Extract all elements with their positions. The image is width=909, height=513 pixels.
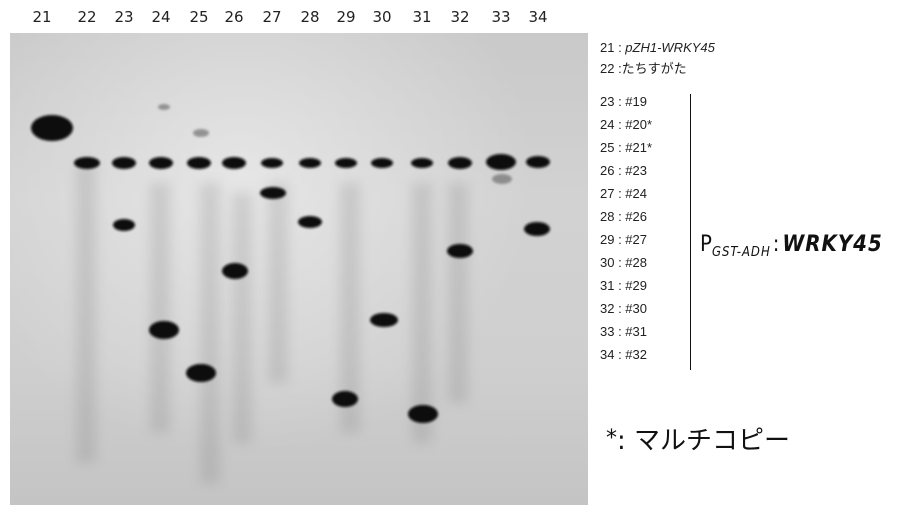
lane-smear xyxy=(150,183,170,433)
band-lane-30 xyxy=(370,313,398,327)
lane-number-26: 26 xyxy=(224,8,244,26)
lane-legend: 21 : pZH1-WRKY45 22 :たちすがた 23 : #19 24 : … xyxy=(600,36,900,376)
blot-bands xyxy=(31,104,550,483)
band-lane-26 xyxy=(222,263,248,279)
band-lane-25-top xyxy=(187,157,211,169)
lane-number-25: 25 xyxy=(189,8,209,26)
legend-entry: 24 : #20* xyxy=(600,117,653,132)
band-lane-26-top xyxy=(222,157,246,169)
legend-entry-22: 22 :たちすがた xyxy=(600,61,687,76)
legend-entry-21: 21 : pZH1-WRKY45 xyxy=(600,40,715,55)
legend-entry: 30 : #28 xyxy=(600,255,647,270)
lane-smear xyxy=(340,183,360,433)
band-lane-29-top xyxy=(335,158,357,168)
legend-entry: 29 : #27 xyxy=(600,232,647,247)
band-lane-25-faint xyxy=(193,129,209,137)
legend-entry: 27 : #24 xyxy=(600,186,647,201)
legend-entry: 34 : #32 xyxy=(600,347,647,362)
lane-number-22: 22 xyxy=(77,8,97,26)
band-lane-31-top xyxy=(411,158,433,168)
band-lane-32-top xyxy=(448,157,472,169)
band-lane-29 xyxy=(332,391,358,407)
lane-number-32: 32 xyxy=(450,8,470,26)
legend-entry: 23 : #19 xyxy=(600,94,647,109)
band-lane-31 xyxy=(408,405,438,423)
band-lane-28 xyxy=(298,216,322,228)
lane-smear xyxy=(200,183,220,483)
band-lane-25 xyxy=(186,364,216,382)
band-lane-24 xyxy=(149,321,179,339)
legend-entry-21-name: pZH1-WRKY45 xyxy=(625,40,715,55)
band-lane-24-faint xyxy=(158,104,170,110)
band-lane-34-top xyxy=(526,156,550,168)
lane-smear xyxy=(232,193,252,443)
band-lane-32 xyxy=(447,244,473,258)
lane-smear xyxy=(76,163,96,463)
blot-image xyxy=(10,33,588,505)
band-lane-34 xyxy=(524,222,550,236)
legend-entry: 28 : #26 xyxy=(600,209,647,224)
legend-entry: 33 : #31 xyxy=(600,324,647,339)
construct-promoter-subscript: GST-ADH xyxy=(711,245,771,260)
lane-number-29: 29 xyxy=(336,8,356,26)
construct-prefix: P xyxy=(700,232,712,257)
band-lane-22 xyxy=(74,157,100,169)
band-lane-30-top xyxy=(371,158,393,168)
lane-number-30: 30 xyxy=(372,8,392,26)
footnote-star: * xyxy=(606,426,617,451)
lane-number-23: 23 xyxy=(114,8,134,26)
lane-number-31: 31 xyxy=(412,8,432,26)
band-lane-21 xyxy=(31,115,73,141)
construct-gene-name: WRKY45 xyxy=(782,232,883,257)
band-lane-24-top xyxy=(149,157,173,169)
legend-entry: 32 : #30 xyxy=(600,301,647,316)
band-lane-23 xyxy=(113,219,135,231)
lane-number-33: 33 xyxy=(491,8,511,26)
lane-number-24: 24 xyxy=(151,8,171,26)
legend-entry: 31 : #29 xyxy=(600,278,647,293)
band-lane-33-faint xyxy=(492,174,512,184)
construct-label: PGST-ADH: WRKY45 xyxy=(700,232,883,260)
band-lane-27 xyxy=(260,187,286,199)
band-lane-28-top xyxy=(299,158,321,168)
lane-number-27: 27 xyxy=(262,8,282,26)
lane-number-21: 21 xyxy=(32,8,52,26)
band-lane-33-top xyxy=(486,154,516,170)
legend-entry-21-number: 21 : xyxy=(600,40,626,55)
footnote: *: マルチコピー xyxy=(606,420,790,457)
lane-number-row: 21 22 23 24 25 26 27 28 29 30 31 32 33 34 xyxy=(0,0,590,30)
lane-smear xyxy=(448,183,468,403)
footnote-text: : マルチコピー xyxy=(617,426,791,456)
legend-entry: 25 : #21* xyxy=(600,140,653,155)
construct-separator: : xyxy=(772,232,780,257)
legend-entry: 26 : #23 xyxy=(600,163,647,178)
lane-smear xyxy=(412,183,432,443)
band-lane-23-top xyxy=(112,157,136,169)
lane-number-28: 28 xyxy=(300,8,320,26)
lane-smear xyxy=(268,183,288,383)
legend-bracket-line xyxy=(690,94,691,370)
band-lane-27-top xyxy=(261,158,283,168)
lane-number-34: 34 xyxy=(528,8,548,26)
